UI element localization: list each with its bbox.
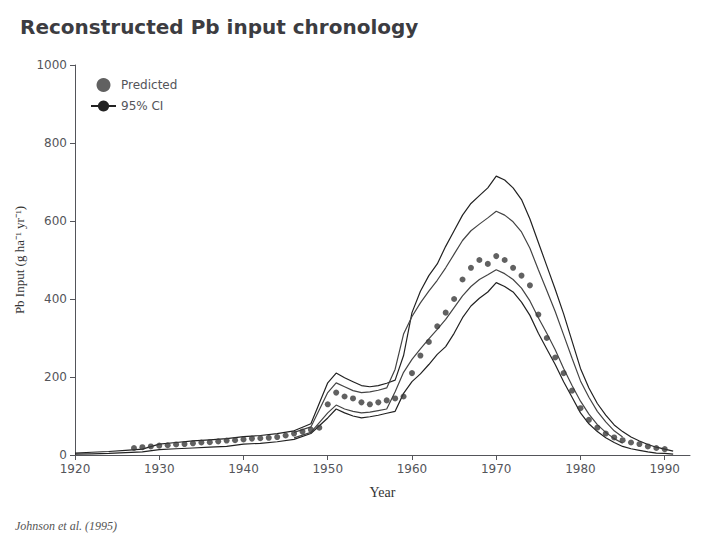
svg-text:Year: Year — [370, 485, 396, 500]
svg-text:1950: 1950 — [312, 462, 343, 476]
svg-text:200: 200 — [44, 370, 67, 384]
svg-text:Johnson et al. (1995): Johnson et al. (1995) — [15, 519, 117, 533]
svg-text:1990: 1990 — [649, 462, 680, 476]
svg-text:1940: 1940 — [228, 462, 259, 476]
svg-text:Pb Input (g ha⁻¹ yr⁻¹): Pb Input (g ha⁻¹ yr⁻¹) — [12, 206, 27, 314]
svg-text:1000: 1000 — [36, 58, 67, 72]
svg-text:800: 800 — [44, 136, 67, 150]
svg-text:Reconstructed Pb input chronol: Reconstructed Pb input chronology — [20, 15, 418, 39]
svg-text:0: 0 — [59, 448, 67, 462]
svg-text:1970: 1970 — [481, 462, 512, 476]
svg-text:600: 600 — [44, 214, 67, 228]
svg-text:95% CI: 95% CI — [121, 99, 163, 113]
svg-text:1980: 1980 — [565, 462, 596, 476]
svg-text:1960: 1960 — [397, 462, 428, 476]
svg-text:Predicted: Predicted — [121, 78, 177, 92]
svg-text:400: 400 — [44, 292, 67, 306]
svg-text:1930: 1930 — [144, 462, 175, 476]
svg-text:1920: 1920 — [60, 462, 91, 476]
